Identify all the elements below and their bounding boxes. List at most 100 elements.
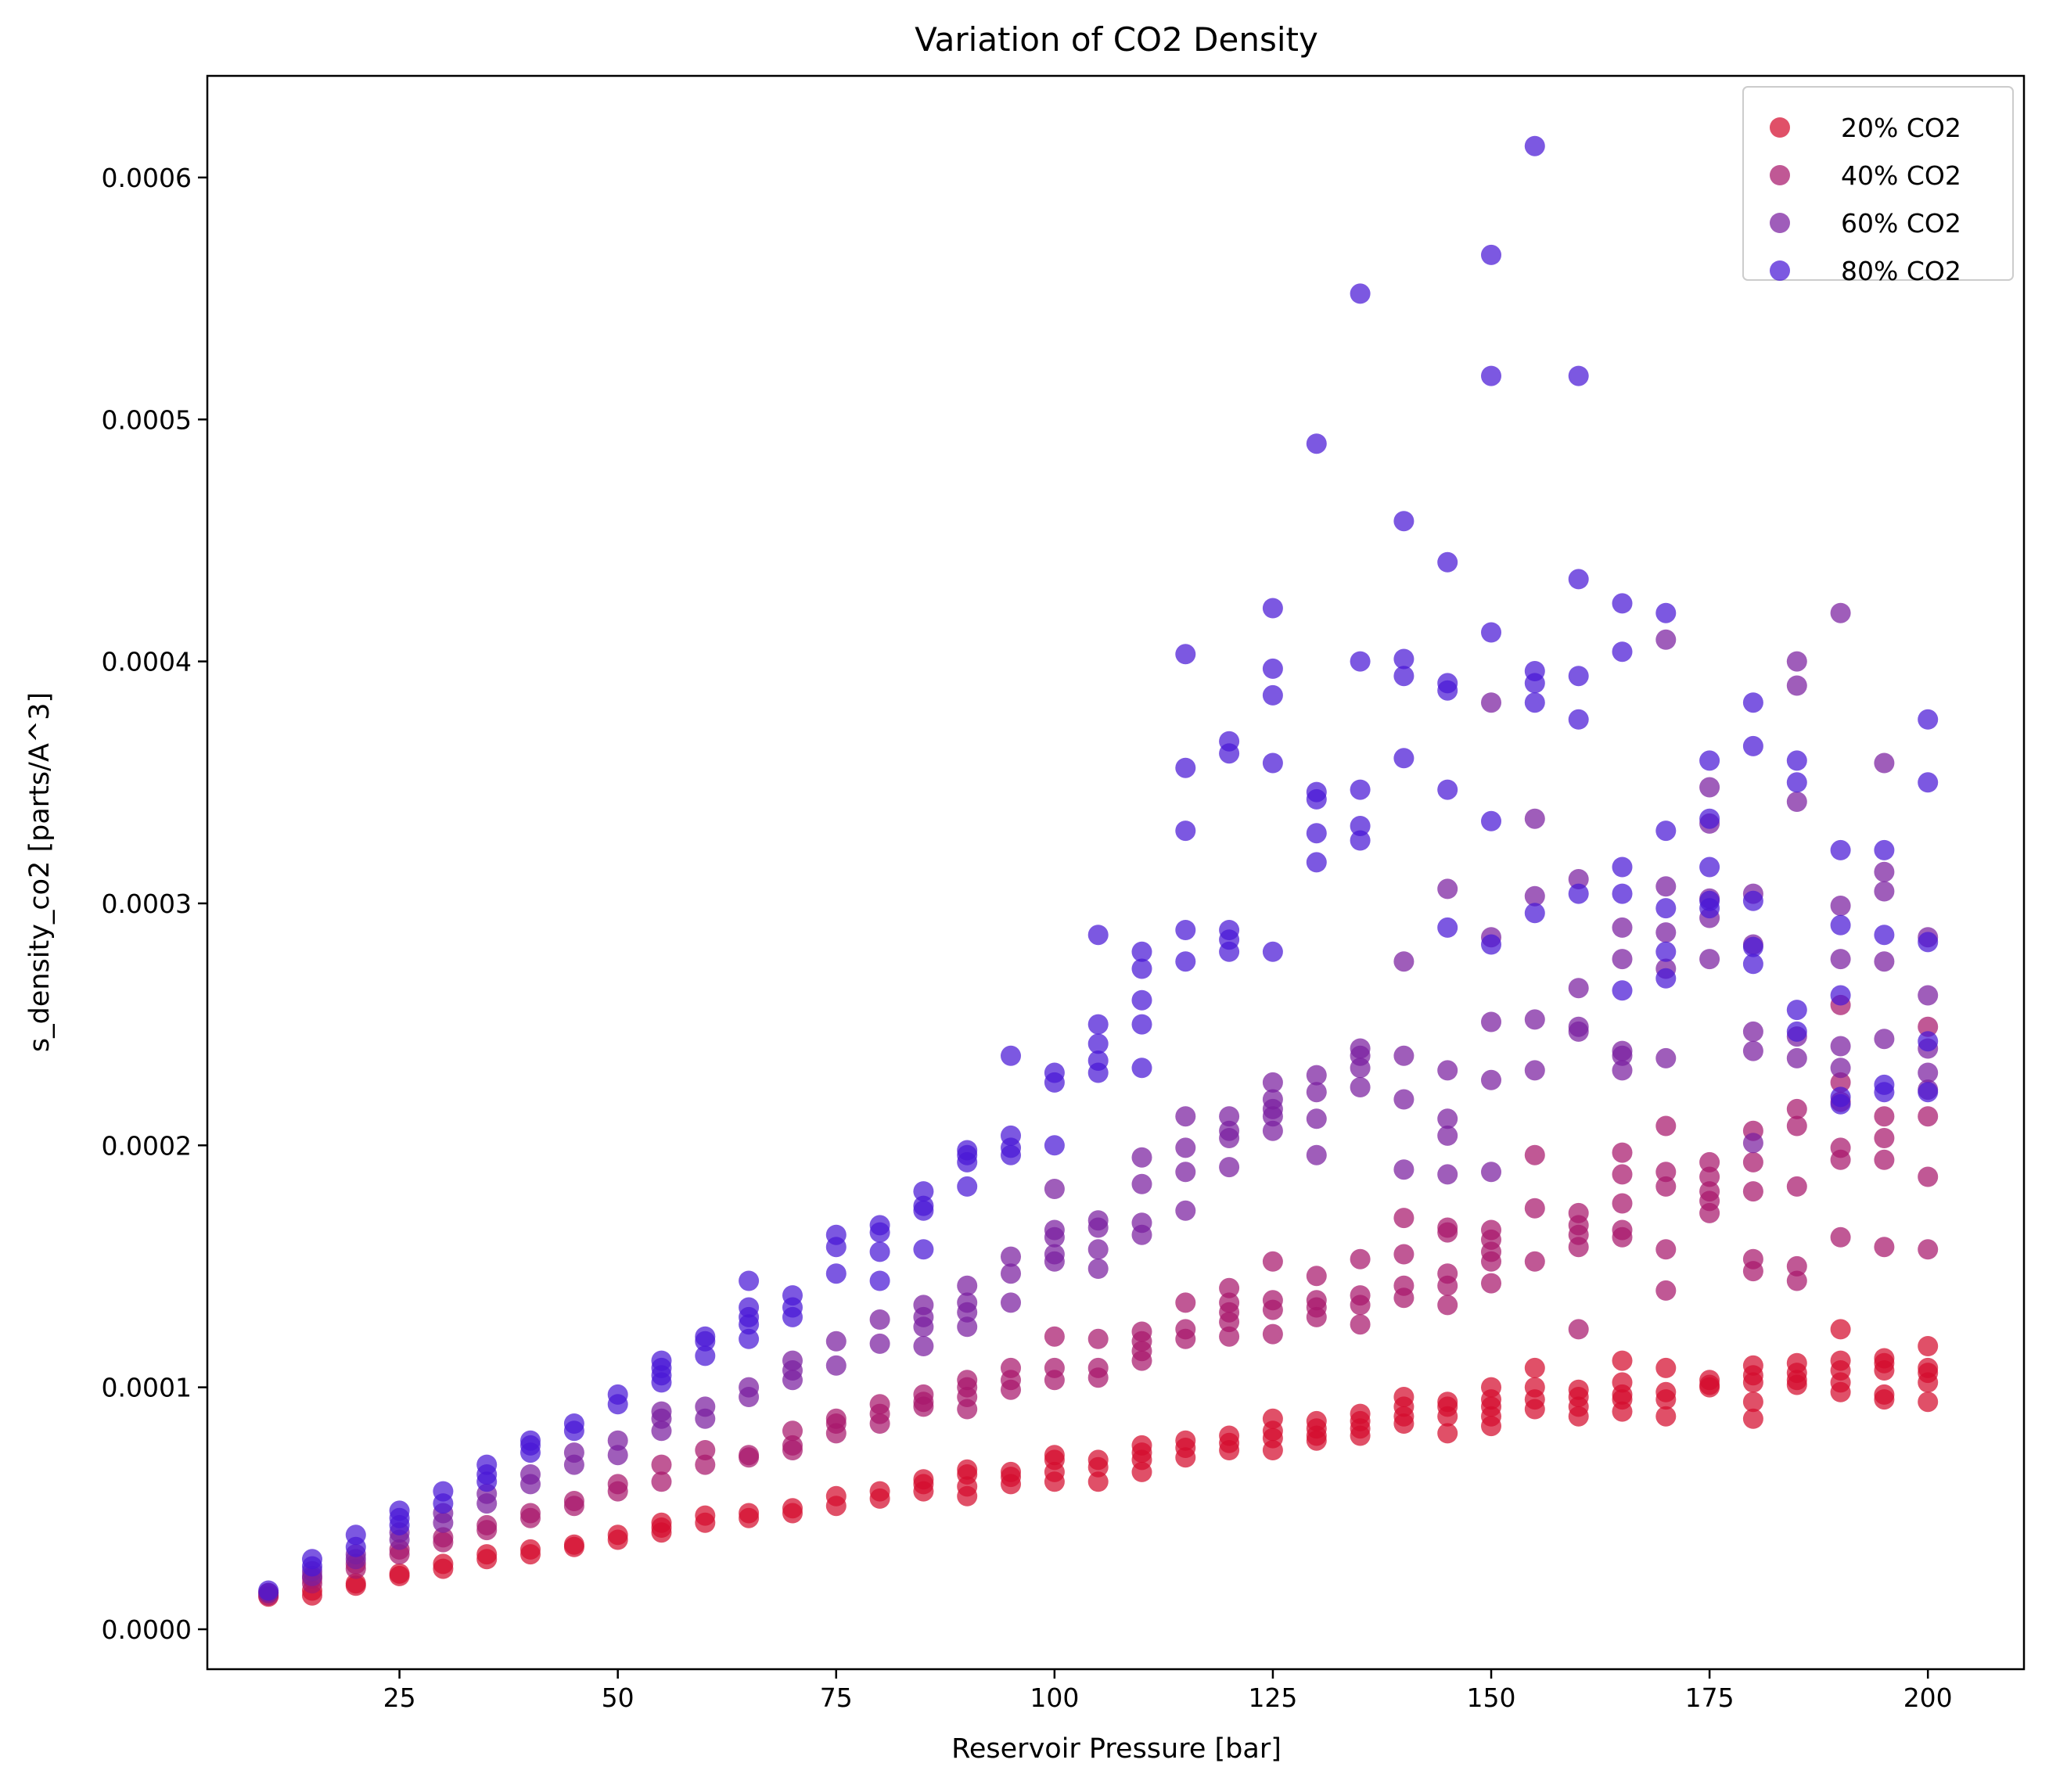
scatter-point xyxy=(782,1498,803,1519)
scatter-point xyxy=(1001,1292,1021,1313)
scatter-point xyxy=(607,1430,628,1451)
scatter-point xyxy=(1306,433,1327,454)
scatter-point xyxy=(1001,1045,1021,1066)
scatter-point xyxy=(913,1239,934,1260)
scatter-point xyxy=(1568,365,1589,386)
scatter-point xyxy=(1568,1319,1589,1340)
scatter-point xyxy=(1437,551,1458,573)
scatter-point xyxy=(1742,1133,1763,1154)
scatter-point xyxy=(782,1350,803,1371)
scatter-point xyxy=(1830,1319,1851,1340)
scatter-point xyxy=(1175,1319,1196,1340)
scatter-point xyxy=(1699,777,1720,798)
scatter-point xyxy=(258,1580,279,1601)
scatter-point xyxy=(739,1270,760,1291)
scatter-point xyxy=(913,1384,934,1405)
scatter-point xyxy=(1655,1115,1677,1137)
y-tick-label: 0.0001 xyxy=(102,1373,192,1403)
scatter-point xyxy=(1874,752,1895,774)
scatter-point xyxy=(1350,830,1371,851)
scatter-point xyxy=(1175,1106,1196,1127)
scatter-point xyxy=(1918,985,1939,1006)
scatter-point xyxy=(1350,651,1371,672)
scatter-point xyxy=(651,1512,672,1533)
scatter-point xyxy=(1350,1285,1371,1306)
scatter-point xyxy=(1001,1263,1021,1284)
y-tick-label: 0.0003 xyxy=(102,889,192,919)
scatter-point xyxy=(1742,1181,1763,1202)
scatter-point xyxy=(1524,1060,1545,1081)
scatter-point xyxy=(1568,869,1589,889)
scatter-point xyxy=(1044,1179,1065,1199)
series-4 xyxy=(258,135,1939,1601)
scatter-point xyxy=(1437,1263,1458,1284)
scatter-point xyxy=(1087,1239,1109,1260)
scatter-point xyxy=(1874,1348,1895,1369)
scatter-point xyxy=(869,1309,890,1330)
scatter-point xyxy=(1481,1162,1501,1183)
scatter-point xyxy=(607,1524,628,1546)
scatter-point xyxy=(1699,890,1720,911)
scatter-point xyxy=(869,1333,890,1354)
scatter-point xyxy=(1262,658,1283,679)
scatter-point xyxy=(1918,1016,1939,1037)
scatter-point xyxy=(1742,1248,1763,1269)
scatter-point xyxy=(1044,1326,1065,1347)
scatter-point xyxy=(1699,1370,1720,1391)
scatter-point xyxy=(1830,1036,1851,1057)
x-tick-label: 100 xyxy=(1030,1682,1079,1713)
scatter-point xyxy=(739,1377,760,1398)
scatter-point xyxy=(1481,1273,1501,1294)
scatter-point xyxy=(1612,1350,1633,1371)
scatter-point xyxy=(563,1413,584,1434)
scatter-point xyxy=(1612,1219,1633,1241)
scatter-point xyxy=(1655,821,1677,842)
scatter-point xyxy=(1262,941,1283,962)
scatter-point xyxy=(1044,1062,1065,1083)
scatter-point xyxy=(1131,1435,1152,1456)
scatter-point xyxy=(739,1297,760,1318)
scatter-point xyxy=(1219,1157,1240,1178)
scatter-point xyxy=(1044,1219,1065,1241)
scatter-point xyxy=(1786,1255,1807,1277)
scatter-point xyxy=(1524,903,1545,924)
scatter-point xyxy=(1350,816,1371,836)
scatter-point xyxy=(302,1549,322,1570)
scatter-point xyxy=(1568,1202,1589,1223)
scatter-point xyxy=(1612,917,1633,938)
y-tick-label: 0.0000 xyxy=(102,1614,192,1645)
scatter-point xyxy=(825,1331,847,1352)
scatter-point xyxy=(869,1241,890,1262)
scatter-point xyxy=(1524,1009,1545,1030)
scatter-point xyxy=(1175,1430,1196,1451)
scatter-point xyxy=(1393,951,1415,972)
scatter-point xyxy=(1219,1425,1240,1446)
scatter-point xyxy=(1918,1357,1939,1378)
scatter-point xyxy=(1306,1266,1327,1287)
scatter-point xyxy=(782,1420,803,1442)
scatter-point xyxy=(1044,1445,1065,1466)
scatter-point xyxy=(1262,1089,1283,1110)
scatter-point xyxy=(1437,1392,1458,1413)
x-tick-label: 150 xyxy=(1467,1682,1516,1713)
scatter-point xyxy=(1350,283,1371,304)
scatter-point xyxy=(520,1539,541,1560)
scatter-point xyxy=(1655,629,1677,650)
scatter-point xyxy=(1918,1106,1939,1127)
scatter-point xyxy=(1568,883,1589,904)
scatter-point xyxy=(1786,792,1807,812)
scatter-point xyxy=(1874,1149,1895,1170)
scatter-point xyxy=(957,1292,978,1313)
scatter-point xyxy=(1481,692,1501,713)
scatter-point xyxy=(1742,1355,1763,1376)
x-tick-label: 200 xyxy=(1903,1682,1953,1713)
scatter-point xyxy=(1830,1086,1851,1108)
scatter-point xyxy=(1874,1237,1895,1258)
scatter-point xyxy=(1524,885,1545,907)
scatter-point xyxy=(1219,1120,1240,1141)
y-axis: 0.0000 0.0001 0.0002 0.0003 0.0004 0.0005 0.00… xyxy=(102,163,207,1645)
scatter-point xyxy=(1742,1392,1763,1413)
legend-marker xyxy=(1770,260,1790,281)
scatter-point xyxy=(1612,949,1633,970)
